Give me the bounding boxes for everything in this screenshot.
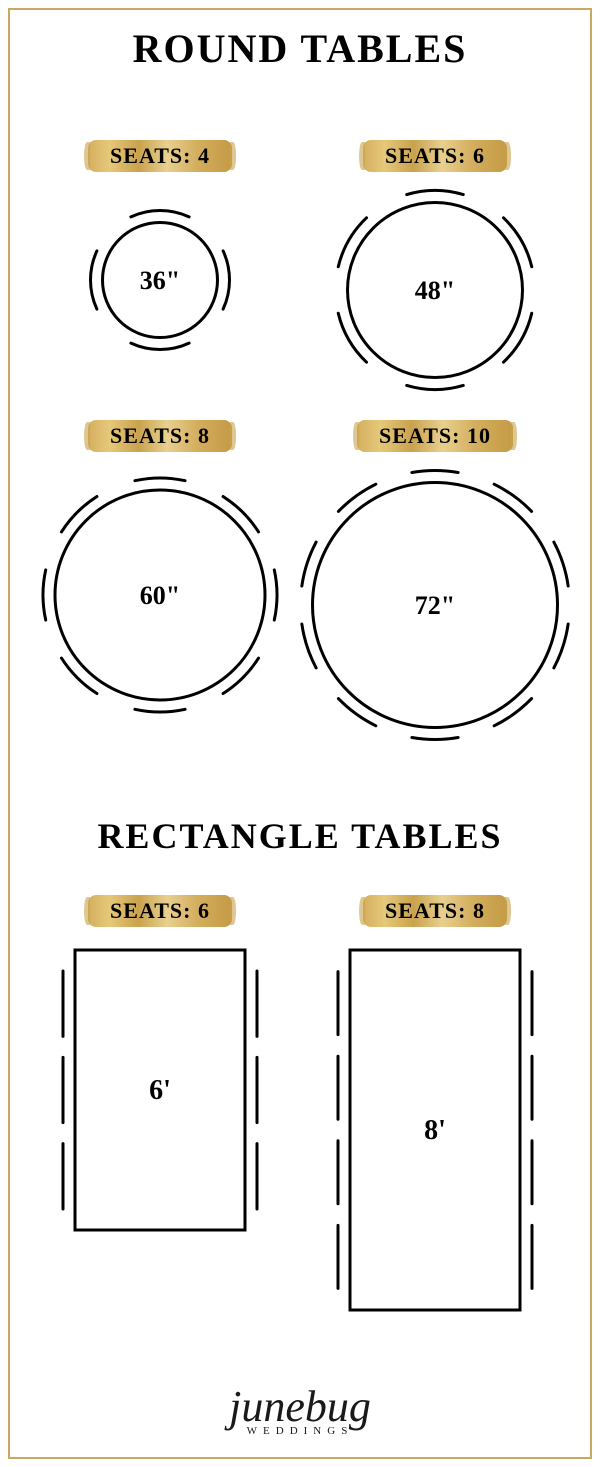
rect-table-6: 6' — [45, 935, 275, 1255]
svg-text:6': 6' — [149, 1075, 171, 1106]
svg-text:48": 48" — [415, 276, 455, 305]
logo-sub: WEDDINGS — [0, 1425, 600, 1437]
seats-badge-rect-8: SEATS: 8 — [363, 895, 507, 927]
round-tables-title: ROUND TABLES — [0, 25, 600, 72]
round-table-72: 72" — [280, 450, 590, 760]
logo: junebug WEDDINGS — [0, 1387, 600, 1437]
round-table-48: 48" — [315, 170, 555, 410]
svg-text:72": 72" — [415, 591, 455, 620]
rectangle-tables-title: RECTANGLE TABLES — [0, 815, 600, 857]
seats-badge-round-10: SEATS: 10 — [357, 420, 513, 452]
seats-badge-round-4: SEATS: 4 — [88, 140, 232, 172]
round-table-36: 36" — [60, 180, 260, 380]
svg-text:36": 36" — [140, 266, 180, 295]
seats-badge-round-6: SEATS: 6 — [363, 140, 507, 172]
rect-table-8: 8' — [320, 935, 550, 1335]
seats-badge-round-8: SEATS: 8 — [88, 420, 232, 452]
seats-badge-rect-6: SEATS: 6 — [88, 895, 232, 927]
logo-main: junebug — [0, 1387, 600, 1427]
svg-text:60": 60" — [140, 581, 180, 610]
round-table-60: 60" — [20, 455, 300, 735]
svg-text:8': 8' — [424, 1115, 446, 1146]
